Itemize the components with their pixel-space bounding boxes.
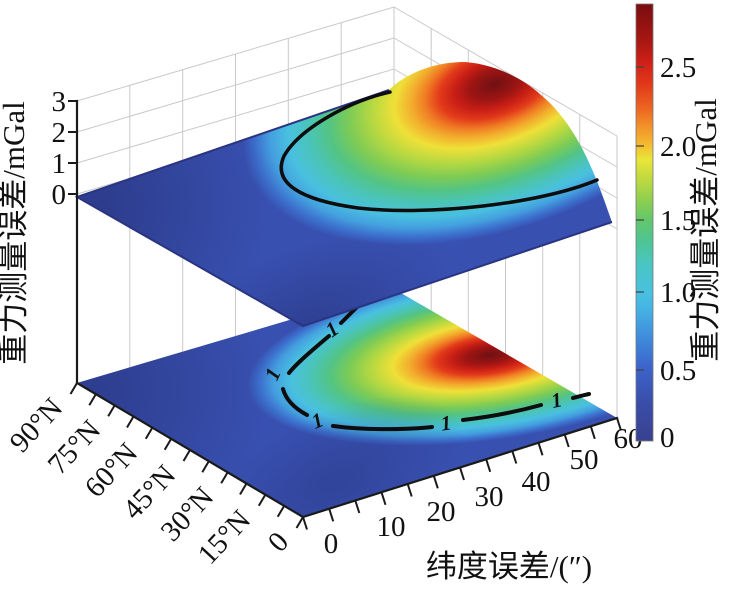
x-tick: 50 — [570, 444, 599, 476]
x-axis-title: 纬度误差/(″) — [426, 549, 592, 584]
x-tick: 20 — [427, 496, 456, 528]
y-tick: 0 — [262, 526, 295, 558]
surface-3d — [74, 62, 613, 328]
z-tick: 3 — [52, 86, 67, 118]
z-axis-tick-labels: 3 2 1 0 — [52, 86, 67, 211]
colorbar: 2.5 2.0 1.5 1.0 0.5 0 重力测量误差/mGal — [635, 3, 723, 454]
colorbar-tick: 1.5 — [660, 205, 696, 237]
z-tick: 2 — [52, 117, 67, 149]
contour-inline-label: 1 — [549, 387, 564, 413]
colorbar-tick: 0 — [660, 422, 675, 454]
x-tick: 30 — [475, 481, 504, 513]
x-axis-tick-labels: 0 10 20 30 40 50 60 — [324, 423, 643, 560]
z-tick: 1 — [52, 148, 67, 180]
x-tick: 10 — [377, 511, 406, 543]
z-tick: 0 — [52, 179, 67, 211]
colorbar-gradient-bar — [635, 3, 654, 442]
surface-contour-level-1 — [279, 90, 599, 213]
colorbar-tick: 2.5 — [660, 52, 696, 84]
x-tick: 0 — [324, 528, 339, 560]
colorbar-tick: 0.5 — [660, 355, 696, 387]
colorbar-tick: 1.0 — [660, 277, 696, 309]
axis-frame — [68, 99, 622, 530]
colorbar-title: 重力测量误差/mGal — [688, 98, 723, 361]
x-tick: 40 — [522, 466, 551, 498]
contour-inline-label: 1 — [439, 410, 453, 435]
colorbar-ticks — [636, 66, 644, 371]
colorbar-tick: 2.0 — [660, 131, 696, 163]
z-axis-title: 重力测量误差/mGal — [0, 101, 31, 364]
